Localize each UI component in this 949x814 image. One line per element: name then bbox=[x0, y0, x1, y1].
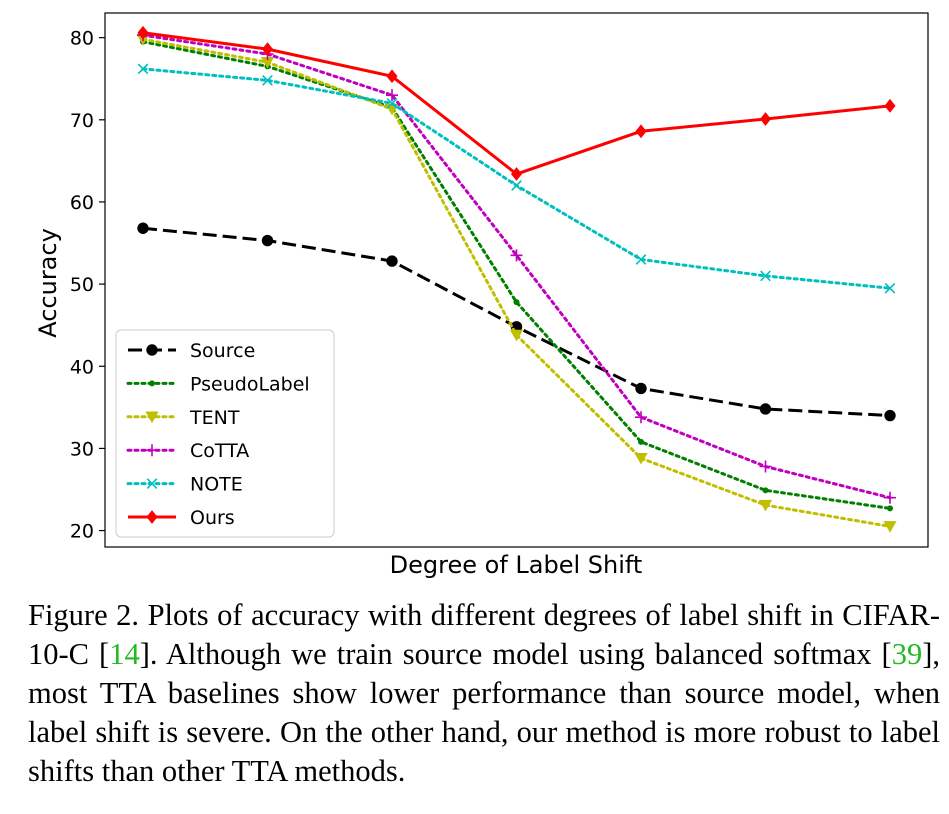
legend-entry-cotta: CoTTA bbox=[126, 440, 249, 462]
data-point bbox=[386, 89, 398, 102]
data-point bbox=[386, 255, 398, 267]
series-line bbox=[142, 31, 891, 176]
legend-entry-note: NOTE bbox=[126, 474, 243, 496]
legend-entry-pseudolabel: PseudoLabel bbox=[126, 373, 310, 395]
data-point bbox=[759, 460, 772, 473]
series-ours bbox=[137, 25, 896, 181]
y-tick-label: 70 bbox=[70, 110, 94, 132]
plot-frame bbox=[104, 12, 929, 548]
legend-entry-tent: TENT bbox=[126, 407, 240, 429]
data-point bbox=[635, 254, 647, 265]
series-note bbox=[137, 63, 896, 294]
data-point bbox=[145, 411, 159, 424]
data-point bbox=[887, 505, 893, 512]
y-tick-label: 60 bbox=[70, 192, 94, 214]
series-layer bbox=[136, 25, 897, 533]
data-point bbox=[635, 382, 647, 395]
caption-text-1: Figure 2. Plots of accuracy with differe… bbox=[28, 598, 940, 671]
data-point bbox=[261, 234, 274, 247]
data-point bbox=[759, 403, 772, 415]
legend-label: PseudoLabel bbox=[190, 373, 310, 395]
data-point bbox=[509, 329, 524, 342]
y-tick-label: 40 bbox=[70, 356, 94, 378]
citation-link-39[interactable]: 39 bbox=[891, 637, 923, 671]
data-point bbox=[261, 42, 274, 57]
data-point bbox=[635, 124, 647, 139]
x-axis-title: Degree of Label Shift bbox=[390, 551, 643, 579]
data-point bbox=[758, 499, 773, 512]
legend-label: CoTTA bbox=[190, 440, 249, 462]
data-point bbox=[884, 282, 896, 294]
data-point bbox=[759, 112, 772, 126]
caption-text-2: ]. Although we train source model using … bbox=[139, 637, 892, 671]
y-tick-label: 80 bbox=[70, 28, 94, 50]
y-axis-title: Accuracy bbox=[34, 228, 62, 338]
data-point bbox=[513, 299, 520, 306]
legend-label: Ours bbox=[190, 507, 235, 529]
data-point bbox=[762, 487, 769, 494]
series-source bbox=[137, 222, 896, 422]
data-point bbox=[386, 98, 398, 109]
data-point bbox=[146, 344, 158, 356]
legend-entry-ours: Ours bbox=[128, 507, 235, 529]
data-point bbox=[262, 75, 273, 86]
data-point bbox=[146, 510, 158, 524]
data-point bbox=[146, 478, 158, 489]
data-point bbox=[149, 380, 155, 387]
data-point bbox=[146, 444, 158, 457]
y-tick-label: 20 bbox=[70, 521, 94, 543]
y-tick-label: 30 bbox=[70, 438, 94, 460]
data-point bbox=[883, 521, 897, 533]
data-point bbox=[137, 25, 149, 40]
data-point bbox=[884, 491, 896, 504]
legend-label: NOTE bbox=[190, 474, 243, 496]
data-point bbox=[510, 167, 523, 181]
data-point bbox=[137, 63, 149, 75]
legend: Source PseudoLabel TENT CoTTA NOTE Ours bbox=[115, 329, 335, 538]
data-point bbox=[511, 180, 522, 191]
y-axis-ticks: 20 30 40 50 60 70 80 bbox=[70, 28, 105, 543]
data-point bbox=[884, 409, 896, 422]
data-point bbox=[137, 222, 149, 234]
y-tick-label: 50 bbox=[70, 274, 94, 296]
data-point bbox=[634, 452, 648, 465]
data-point bbox=[386, 69, 398, 84]
citation-link-14[interactable]: 14 bbox=[109, 637, 140, 671]
data-point bbox=[510, 249, 523, 262]
data-point bbox=[884, 98, 896, 113]
data-point bbox=[260, 57, 275, 69]
legend-entry-source: Source bbox=[128, 340, 255, 362]
data-point bbox=[638, 438, 644, 445]
legend-box bbox=[115, 329, 335, 538]
caption-text-3: ], most TTA baselines show lower perform… bbox=[28, 637, 940, 788]
legend-label: Source bbox=[190, 340, 255, 362]
legend-label: TENT bbox=[189, 407, 240, 429]
data-point bbox=[635, 411, 647, 424]
data-point bbox=[760, 270, 771, 282]
accuracy-line-chart: 20 30 40 50 60 70 80 Degree of Label Shift Acc… bbox=[34, 12, 929, 579]
figure-caption: Figure 2. Plots of accuracy with differe… bbox=[28, 596, 940, 791]
